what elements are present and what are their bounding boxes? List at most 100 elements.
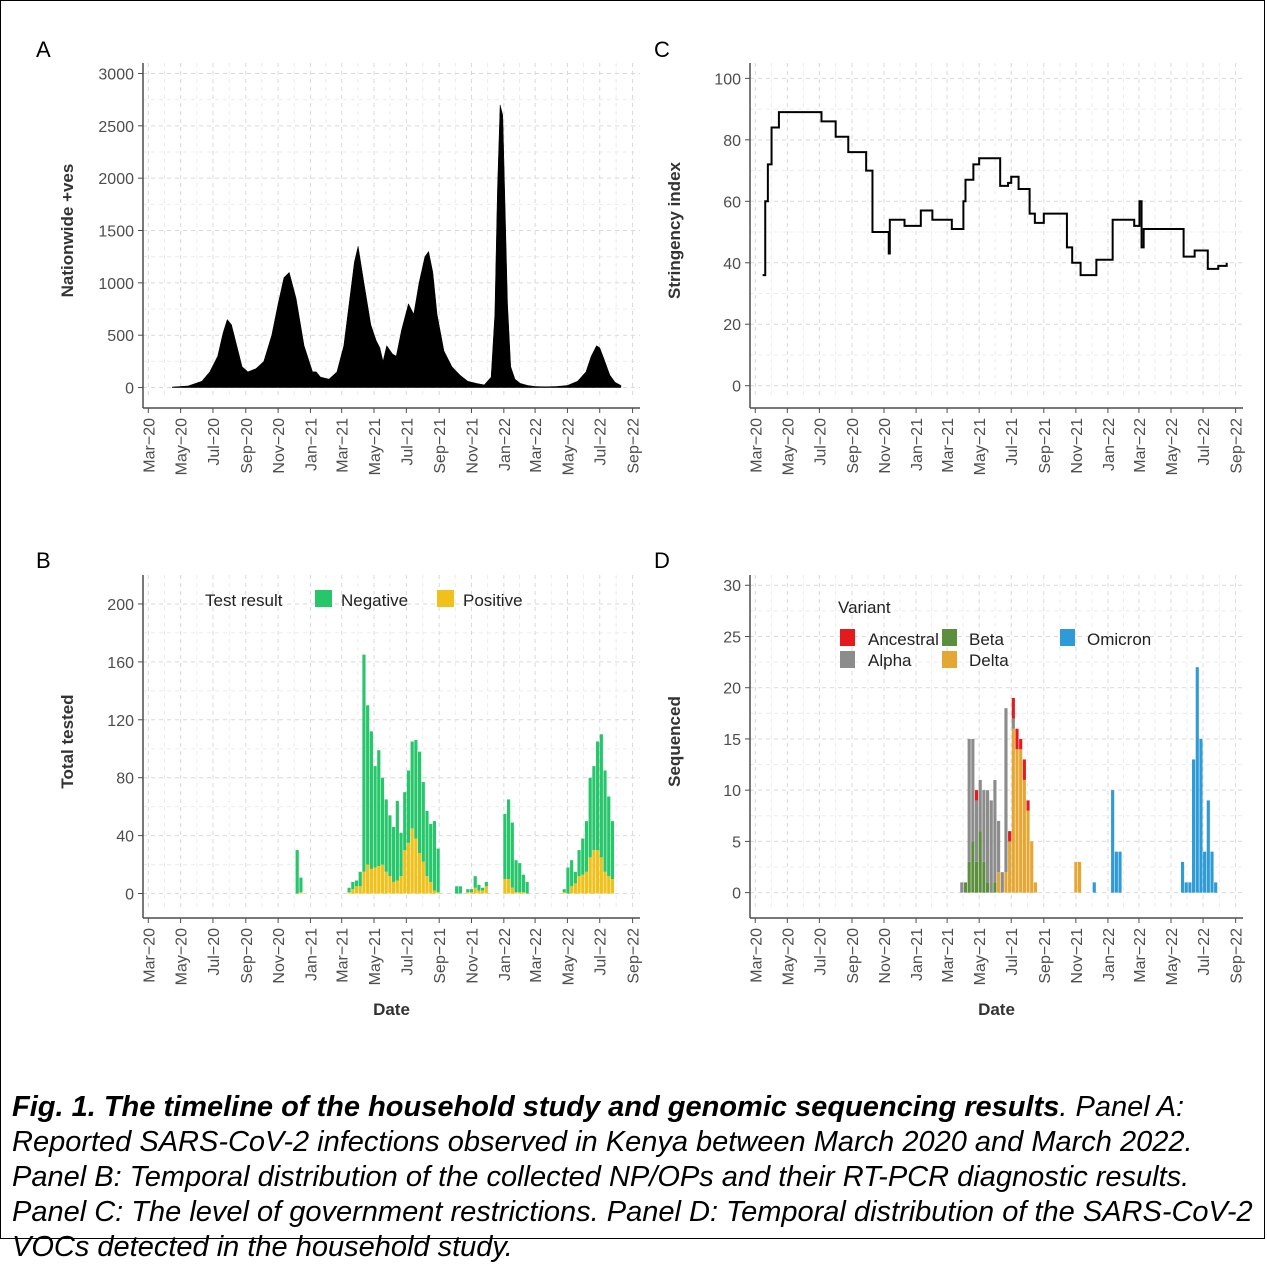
bar-delta [1074, 861, 1078, 893]
bar-positive [406, 842, 411, 894]
bar-negative [562, 889, 566, 893]
y-tick-label: 2000 [98, 171, 134, 188]
x-tick-label: Sep−22 [626, 418, 643, 474]
bar-positive [503, 879, 507, 894]
bar-delta [1030, 841, 1034, 893]
bar-alpha [974, 800, 979, 862]
x-tick-label: Jul−22 [1196, 928, 1213, 976]
bar-negative [377, 750, 381, 867]
bar-beta [978, 831, 982, 893]
bar-delta [1011, 728, 1015, 893]
bar-negative [466, 889, 470, 893]
x-tick-label: Nov−21 [465, 928, 482, 984]
bar-positive [403, 850, 407, 894]
bar-negative [603, 770, 607, 872]
bar-negative [380, 777, 385, 865]
bar-negative [473, 876, 477, 888]
y-tick-label: 3000 [98, 66, 134, 83]
x-tick-label: Mar−22 [1132, 928, 1149, 983]
x-tick-label: Mar−20 [141, 928, 158, 983]
figure-caption: Fig. 1. The timeline of the household st… [12, 1090, 1257, 1265]
bar-delta [1022, 779, 1026, 893]
x-tick-label: Nov−20 [271, 928, 288, 984]
bar-negative [373, 766, 377, 868]
caption-title-end: . [1059, 1091, 1068, 1123]
bar-omicron [1195, 667, 1199, 893]
bar-alpha [985, 790, 990, 883]
bar-positive [510, 887, 514, 894]
x-tick-label: May−21 [972, 418, 989, 475]
bar-negative [403, 792, 407, 851]
bar-delta [1019, 749, 1023, 893]
bar-negative [458, 886, 462, 894]
x-tick-label: Jan−21 [303, 928, 320, 981]
bar-negative [410, 741, 414, 829]
data-marks-b [295, 654, 615, 894]
bar-positive [484, 886, 488, 894]
x-tick-label: Nov−21 [465, 418, 482, 474]
bar-positive [417, 852, 422, 894]
bar-negative [525, 881, 529, 894]
bar-negative [599, 734, 603, 858]
bar-positive [380, 864, 385, 894]
bar-negative [392, 826, 396, 882]
x-tick-label: Mar−20 [748, 418, 765, 473]
data-marks-a [171, 104, 622, 388]
axes-d: 0 5 10 15 20 25 30 Mar−20 May−20 Jul−20 Sep−20 Nov−… [723, 575, 1246, 985]
y-tick-label: 160 [107, 655, 134, 672]
bar-negative [592, 766, 596, 851]
bar-negative [588, 777, 592, 858]
bar-ancestral [1022, 759, 1026, 780]
bar-positive [518, 892, 522, 894]
x-tick-label: Jul−21 [399, 418, 416, 466]
bar-negative [369, 731, 373, 869]
x-tick-label: May−22 [560, 418, 577, 475]
y-tick-label: 60 [723, 194, 741, 211]
x-tick-label: May−20 [174, 418, 191, 475]
y-tick-label: 20 [723, 681, 741, 698]
legend-label-alpha: Alpha [868, 651, 912, 670]
y-tick-label: 200 [107, 597, 134, 614]
y-tick-label: 10 [723, 783, 741, 800]
x-tick-label: Jan−22 [1101, 928, 1118, 981]
bar-alpha [1004, 708, 1008, 873]
bar-alpha [982, 790, 986, 862]
x-tick-label: Mar−22 [1132, 418, 1149, 473]
y-tick-label: 1500 [98, 224, 134, 241]
x-tick-label: Jul−22 [593, 928, 610, 976]
bar-negative [299, 877, 303, 893]
bar-positive [410, 828, 414, 894]
bar-negative [417, 751, 422, 853]
bar-alpha [1000, 872, 1004, 893]
bar-positive [588, 857, 592, 894]
bar-negative [507, 799, 511, 880]
axes-b: 0 40 80 120 160 200 Mar−20 May−20 Jul−20 Sep−20 No… [107, 575, 643, 985]
bar-ancestral [1008, 831, 1012, 842]
y-tick-label: 0 [732, 886, 741, 903]
panel-letter-c: C [654, 37, 670, 62]
bar-positive [577, 876, 581, 894]
x-tick-label: Sep−22 [1229, 418, 1246, 474]
bar-omicron [1192, 759, 1196, 893]
x-tick-label: Sep−20 [239, 418, 256, 474]
x-tick-label: May−21 [367, 928, 384, 985]
bar-negative [610, 821, 615, 880]
bar-beta [982, 861, 986, 893]
bar-omicron [1114, 851, 1118, 893]
legend-swatch-negative [315, 590, 332, 607]
x-tick-label: Sep−21 [1037, 418, 1054, 474]
x-tick-label: Mar−22 [528, 928, 545, 983]
x-axis-title: Date [373, 1000, 410, 1019]
figure-frame [0, 0, 1265, 1239]
bar-positive [469, 892, 474, 894]
bar-negative [607, 796, 611, 877]
x-tick-label: Jan−21 [303, 418, 320, 471]
y-axis-title: Stringency index [665, 161, 684, 299]
bar-positive [395, 880, 399, 894]
bar-omicron [1214, 882, 1218, 893]
bar-positive [521, 892, 526, 894]
caption-title: Fig. 1. The timeline of the household st… [12, 1091, 1060, 1123]
y-tick-label: 0 [125, 887, 134, 904]
bar-positive [299, 892, 303, 894]
data-marks-c [762, 111, 1228, 277]
